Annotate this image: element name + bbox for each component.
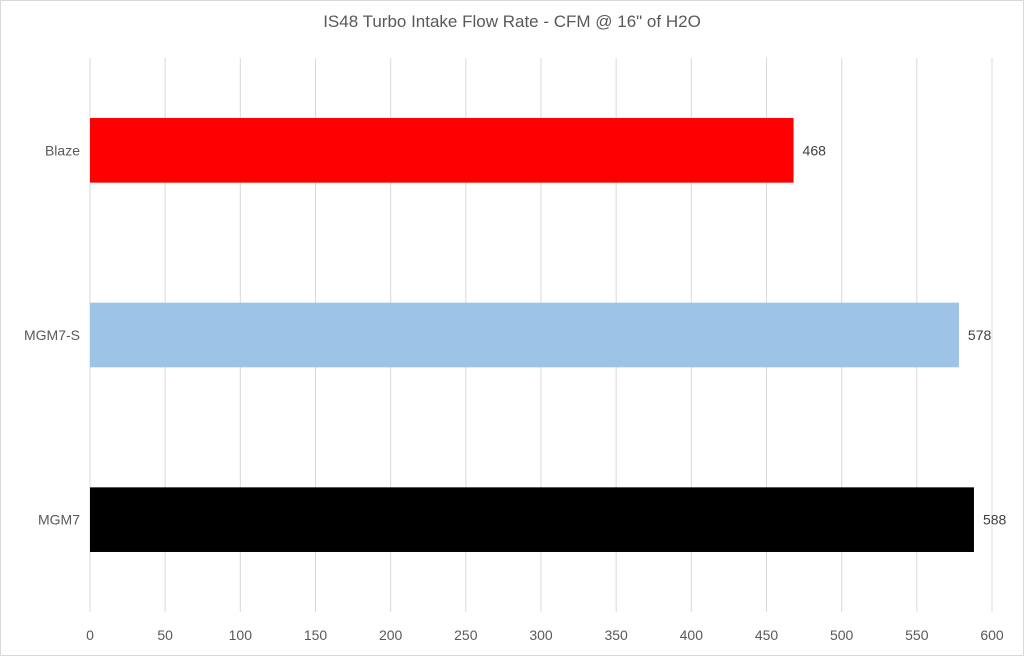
bar-blaze (90, 118, 794, 183)
x-tick-label: 400 (680, 627, 704, 643)
category-label: MGM7 (38, 512, 80, 528)
x-tick-label: 300 (529, 627, 553, 643)
x-tick-label: 600 (980, 627, 1004, 643)
x-tick-label: 200 (379, 627, 403, 643)
x-tick-label: 350 (604, 627, 628, 643)
x-tick-label: 0 (86, 627, 94, 643)
x-tick-label: 150 (304, 627, 328, 643)
data-label: 468 (803, 142, 827, 158)
x-tick-label: 250 (454, 627, 478, 643)
x-tick-label: 100 (229, 627, 253, 643)
bar-layer (90, 118, 974, 552)
bar-mgm7-s (90, 302, 959, 368)
x-tick-label: 500 (830, 627, 854, 643)
chart-title: IS48 Turbo Intake Flow Rate - CFM @ 16" … (323, 12, 701, 31)
bar-mgm7 (90, 487, 974, 552)
x-tick-label: 50 (157, 627, 173, 643)
data-label: 578 (968, 327, 992, 343)
category-label: MGM7-S (24, 327, 80, 343)
data-label: 588 (983, 512, 1007, 528)
x-tick-label: 550 (905, 627, 929, 643)
label-layer: 0 50 100 150 200 250 300 350 400 450 500 550 600 Blaz… (24, 142, 1007, 643)
category-label: Blaze (45, 142, 80, 158)
x-tick-label: 450 (755, 627, 779, 643)
